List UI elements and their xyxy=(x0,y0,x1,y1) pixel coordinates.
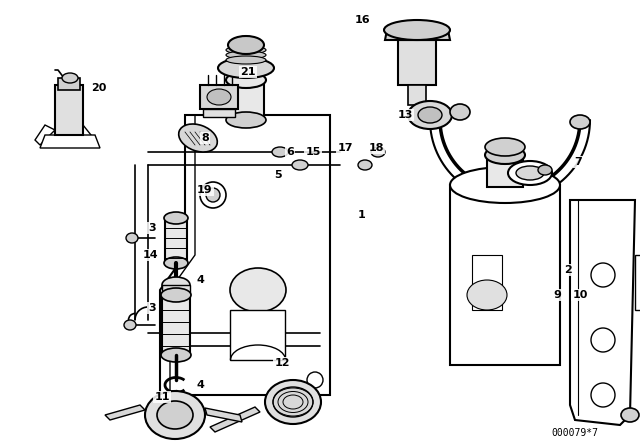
Bar xyxy=(635,255,640,310)
Ellipse shape xyxy=(124,320,136,330)
Ellipse shape xyxy=(570,115,590,129)
Ellipse shape xyxy=(179,124,218,152)
Text: 17: 17 xyxy=(337,143,353,153)
Ellipse shape xyxy=(226,51,266,59)
Text: 4: 4 xyxy=(196,380,204,390)
Text: 21: 21 xyxy=(240,67,256,77)
Text: 16: 16 xyxy=(355,15,371,25)
Text: 3: 3 xyxy=(148,223,156,233)
Polygon shape xyxy=(40,135,100,148)
Ellipse shape xyxy=(591,263,615,287)
Bar xyxy=(162,285,190,295)
Text: 7: 7 xyxy=(574,157,582,167)
Ellipse shape xyxy=(292,160,308,170)
Text: 18: 18 xyxy=(368,143,384,153)
Bar xyxy=(398,40,436,85)
Polygon shape xyxy=(570,200,635,425)
Ellipse shape xyxy=(273,387,313,417)
Ellipse shape xyxy=(164,257,188,269)
Text: 000079*7: 000079*7 xyxy=(551,428,598,438)
Ellipse shape xyxy=(450,167,560,203)
Ellipse shape xyxy=(161,348,191,362)
Polygon shape xyxy=(160,115,330,395)
Text: 14: 14 xyxy=(142,250,158,260)
Bar xyxy=(200,85,238,109)
Text: 10: 10 xyxy=(572,290,588,300)
Text: 5: 5 xyxy=(274,170,282,180)
Polygon shape xyxy=(105,405,145,420)
Ellipse shape xyxy=(408,101,452,129)
Ellipse shape xyxy=(450,104,470,120)
Text: 9: 9 xyxy=(553,290,561,300)
Text: 11: 11 xyxy=(154,392,170,402)
Ellipse shape xyxy=(265,380,321,424)
Ellipse shape xyxy=(62,73,78,83)
Ellipse shape xyxy=(467,280,507,310)
Polygon shape xyxy=(205,408,242,422)
Ellipse shape xyxy=(164,212,188,224)
Ellipse shape xyxy=(230,268,286,312)
Text: 1: 1 xyxy=(358,210,366,220)
Ellipse shape xyxy=(272,147,288,157)
Text: 20: 20 xyxy=(92,83,107,93)
Ellipse shape xyxy=(485,138,525,156)
Bar xyxy=(228,80,264,120)
Ellipse shape xyxy=(508,161,552,185)
Bar xyxy=(203,109,235,117)
Ellipse shape xyxy=(162,277,190,293)
Bar xyxy=(487,155,523,187)
Bar xyxy=(230,310,285,360)
Bar xyxy=(55,85,83,135)
Text: 3: 3 xyxy=(148,303,156,313)
Ellipse shape xyxy=(226,46,266,54)
Ellipse shape xyxy=(371,147,385,157)
Bar xyxy=(472,255,502,310)
Bar xyxy=(408,85,426,105)
Ellipse shape xyxy=(358,160,372,170)
Ellipse shape xyxy=(591,328,615,352)
Polygon shape xyxy=(80,125,95,145)
Ellipse shape xyxy=(418,107,442,123)
Polygon shape xyxy=(210,407,260,432)
Bar xyxy=(58,78,80,90)
Bar xyxy=(450,185,560,365)
Ellipse shape xyxy=(145,391,205,439)
Polygon shape xyxy=(35,125,55,145)
Bar xyxy=(165,218,187,263)
Ellipse shape xyxy=(384,20,450,40)
Text: 8: 8 xyxy=(201,133,209,143)
Ellipse shape xyxy=(228,36,264,54)
Ellipse shape xyxy=(161,288,191,302)
Text: 4: 4 xyxy=(196,275,204,285)
Text: 2: 2 xyxy=(564,265,572,275)
Polygon shape xyxy=(385,30,450,40)
Ellipse shape xyxy=(538,165,552,175)
Ellipse shape xyxy=(226,112,266,128)
Ellipse shape xyxy=(226,72,266,88)
Text: 12: 12 xyxy=(275,358,290,368)
Ellipse shape xyxy=(621,408,639,422)
Ellipse shape xyxy=(485,146,525,164)
Ellipse shape xyxy=(126,233,138,243)
Ellipse shape xyxy=(218,58,274,78)
Text: 6: 6 xyxy=(286,147,294,157)
Text: 15: 15 xyxy=(305,147,321,157)
Ellipse shape xyxy=(200,182,226,208)
Ellipse shape xyxy=(157,401,193,429)
Bar xyxy=(162,295,190,355)
Ellipse shape xyxy=(307,372,323,388)
Ellipse shape xyxy=(206,188,220,202)
Text: 13: 13 xyxy=(397,110,413,120)
Ellipse shape xyxy=(207,89,231,105)
Ellipse shape xyxy=(516,166,544,180)
Text: 19: 19 xyxy=(197,185,213,195)
Ellipse shape xyxy=(591,383,615,407)
Ellipse shape xyxy=(226,56,266,64)
